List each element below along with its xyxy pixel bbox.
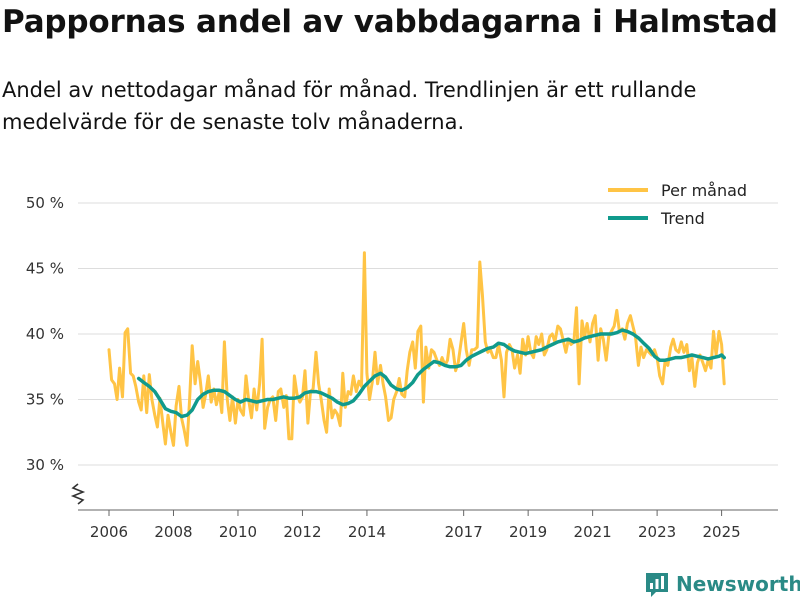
x-tick-label: 2014 <box>348 523 386 541</box>
y-tick-label: 35 % <box>26 391 64 409</box>
brand-name: Newsworthy <box>676 572 800 596</box>
y-tick-label: 50 % <box>26 194 64 212</box>
series-line-per-manad <box>107 251 726 447</box>
y-tick-label: 40 % <box>26 325 64 343</box>
x-tick-label: 2010 <box>219 523 257 541</box>
legend-label-per-manad: Per månad <box>661 181 747 200</box>
y-tick-label: 30 % <box>26 456 64 474</box>
series-line-trend <box>136 328 726 419</box>
legend-label-trend: Trend <box>660 209 705 228</box>
gridlines <box>78 202 778 466</box>
x-tick-label: 2021 <box>574 523 612 541</box>
x-tick-label: 2008 <box>154 523 192 541</box>
bar-chart-icon <box>646 573 668 597</box>
y-axis-break <box>70 483 86 505</box>
axes: 30 % 35 % 40 % 45 % 50 % 2006 2008 2010 2012 2014… <box>26 194 778 541</box>
x-tick-label: 2012 <box>283 523 321 541</box>
newsworthy-logo: Newsworthy <box>644 569 800 599</box>
x-tick-label: 2017 <box>445 523 483 541</box>
y-tick-label: 45 % <box>26 260 64 278</box>
chart-title: Pappornas andel av vabbdagarna i Halmsta… <box>2 4 778 40</box>
x-tick-label: 2023 <box>638 523 676 541</box>
legend: Per månad Trend <box>608 181 747 228</box>
x-tick-label: 2025 <box>703 523 741 541</box>
chart-subtitle: Andel av nettodagar månad för månad. Tre… <box>2 78 697 134</box>
series <box>107 251 726 447</box>
x-tick-label: 2006 <box>90 523 128 541</box>
x-tick-label: 2019 <box>509 523 547 541</box>
